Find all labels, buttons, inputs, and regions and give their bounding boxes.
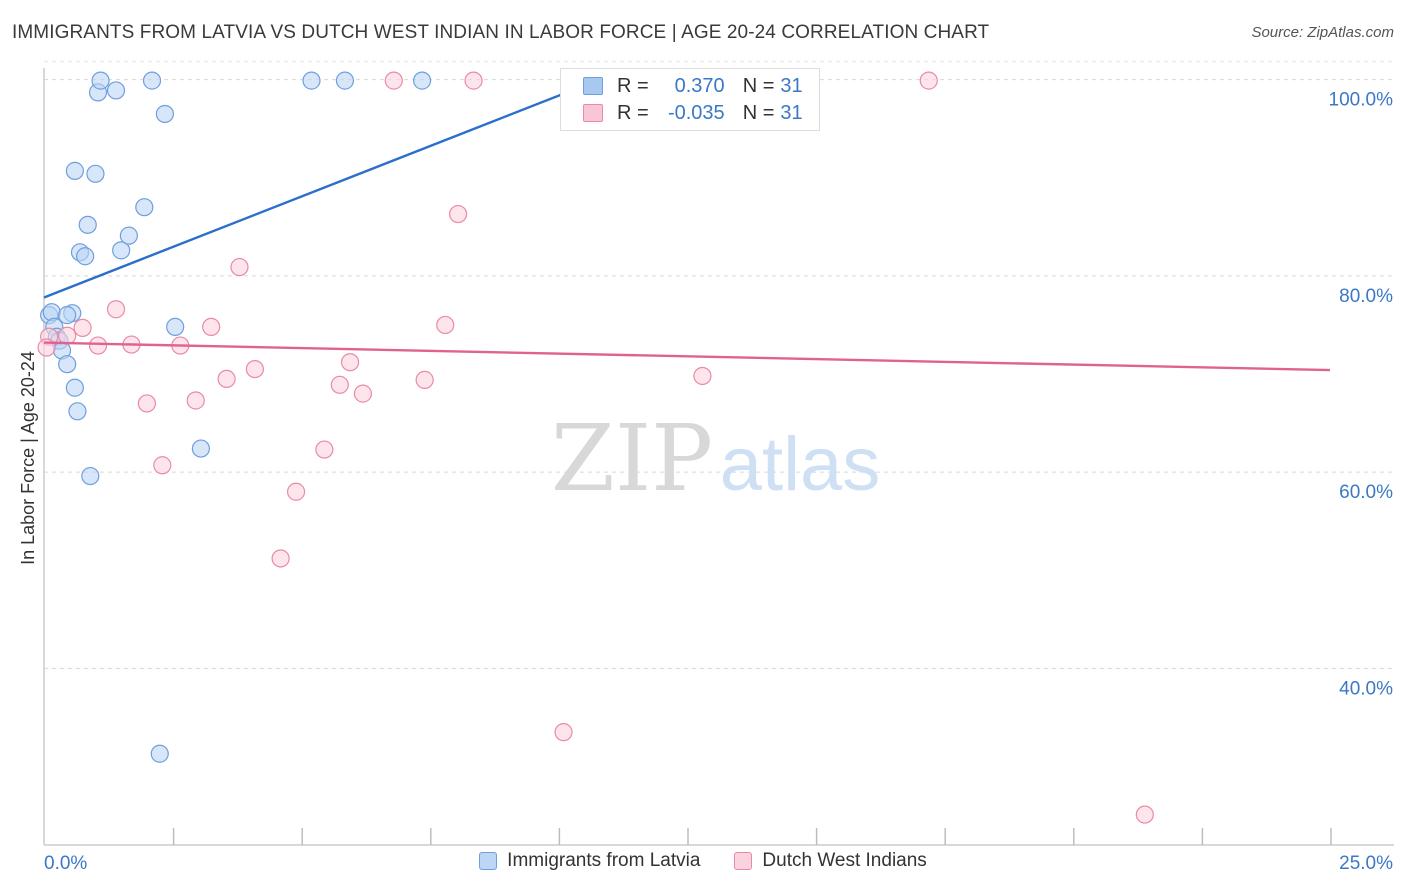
point-dutch-west-indian (693, 366, 712, 386)
point-latvia (142, 71, 162, 90)
point-dutch-west-indian (106, 300, 126, 319)
point-latvia (166, 317, 185, 336)
y-tick-label: 60.0% (1339, 482, 1393, 503)
y-tick-label: 80.0% (1339, 286, 1393, 307)
point-dutch-west-indian (448, 204, 468, 224)
point-latvia (81, 466, 100, 486)
point-dutch-west-indian (436, 315, 455, 335)
point-latvia (112, 241, 131, 260)
watermark-zip: ZIP (551, 405, 713, 512)
point-dutch-west-indian (353, 384, 373, 403)
legend-swatch-latvia (479, 852, 498, 870)
point-dutch-west-indian (202, 317, 221, 336)
stats-legend: R = 0.370 N = 31 R = -0.035 N = 31 (560, 68, 820, 131)
point-dutch-west-indian (153, 456, 172, 475)
watermark-atlas: atlas (720, 422, 881, 507)
point-dutch-west-indian (73, 318, 92, 337)
point-latvia (119, 226, 138, 245)
point-latvia (42, 303, 61, 322)
point-latvia (91, 71, 110, 90)
x-tick-label: 25.0% (1339, 853, 1393, 874)
point-latvia (76, 247, 95, 266)
point-latvia (68, 402, 87, 421)
stats-r-label: R = (617, 101, 649, 124)
trend-line-dutch-west-indians (43, 341, 1331, 372)
y-tick-label: 40.0% (1339, 678, 1393, 699)
legend-item-dutch-west-indians[interactable]: Dutch West Indians (734, 850, 927, 872)
point-latvia (155, 104, 174, 124)
point-dutch-west-indian (315, 440, 334, 459)
point-dutch-west-indian (340, 353, 360, 372)
source-label: Source: ZipAtlas.com (1251, 24, 1394, 41)
point-latvia (58, 306, 77, 325)
legend-swatch-dutch (734, 852, 753, 870)
point-dutch-west-indian (415, 370, 434, 389)
point-dutch-west-indian (186, 391, 205, 410)
trend-lines (43, 78, 1331, 372)
axes (43, 68, 1394, 846)
stats-n-value: 31 (780, 74, 803, 97)
stats-swatch-latvia (583, 77, 603, 95)
stats-r-value: 0.370 (674, 74, 725, 97)
y-tick-label: 100.0% (1329, 90, 1394, 111)
point-dutch-west-indian (271, 549, 290, 568)
point-latvia (412, 71, 432, 90)
point-dutch-west-indian (286, 482, 306, 501)
stats-r-value: -0.035 (667, 101, 725, 124)
stats-n-value: 31 (780, 101, 803, 124)
point-dutch-west-indian (245, 359, 265, 379)
stats-n-label: N = (742, 101, 775, 124)
x-tick-label: 0.0% (44, 853, 87, 874)
legend: Immigrants from Latvia Dutch West Indian… (0, 850, 1406, 872)
tick-labels: 40.0% 60.0% 80.0% 100.0% 0.0% 25.0% (44, 90, 1393, 874)
point-dutch-west-indian (217, 369, 236, 389)
point-dutch-west-indian (919, 71, 938, 90)
point-latvia (135, 198, 154, 217)
stats-row-latvia: R = 0.370 N = 31 (583, 73, 803, 99)
point-dutch-west-indian (384, 71, 403, 90)
legend-label-latvia: Immigrants from Latvia (507, 850, 701, 871)
stats-swatch-dutch (583, 104, 603, 122)
point-dutch-west-indian (464, 71, 483, 90)
chart-title: IMMIGRANTS FROM LATVIA VS DUTCH WEST IND… (12, 22, 990, 43)
point-dutch-west-indian (330, 375, 349, 394)
legend-item-latvia[interactable]: Immigrants from Latvia (479, 850, 700, 872)
point-latvia (65, 161, 84, 180)
grid-lines (44, 61, 1394, 669)
point-latvia (150, 744, 169, 763)
point-dutch-west-indian (1135, 805, 1154, 824)
point-latvia (86, 164, 105, 183)
point-latvia (191, 439, 210, 458)
stats-row-dutch-west-indians: R = -0.035 N = 31 (583, 100, 803, 126)
point-dutch-west-indian (88, 336, 108, 355)
point-latvia (65, 378, 84, 397)
point-dutch-west-indian (58, 326, 77, 345)
point-latvia (78, 215, 97, 234)
point-dutch-west-indian (554, 723, 573, 742)
point-latvia (58, 355, 77, 374)
point-dutch-west-indian (137, 394, 156, 413)
point-latvia (106, 81, 126, 100)
legend-label-dutch: Dutch West Indians (762, 850, 927, 871)
point-latvia (302, 71, 321, 90)
trend-line-latvia (43, 78, 600, 299)
stats-n-label: N = (742, 74, 775, 97)
point-dutch-west-indian (230, 257, 249, 277)
stats-r-label: R = (617, 74, 649, 97)
point-latvia (335, 71, 355, 90)
y-axis-label: In Labor Force | Age 20-24 (18, 351, 38, 565)
